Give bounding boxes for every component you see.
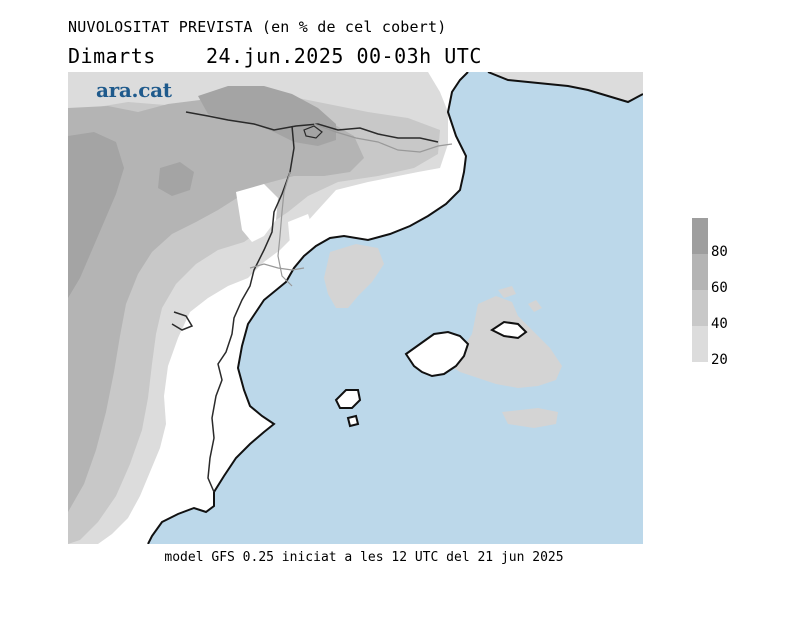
island-mallorca <box>404 330 470 378</box>
legend-label: 60 <box>711 280 728 296</box>
map-title: NUVOLOSITAT PREVISTA (en % de cel cobert… <box>68 18 447 36</box>
border-france-spain <box>185 111 439 143</box>
cloud-band-80 <box>68 86 336 298</box>
legend-label: 80 <box>711 244 728 260</box>
coastline <box>147 72 643 544</box>
island-formentera <box>346 414 360 428</box>
island-menorca <box>490 320 528 340</box>
cloud-cover-map: ara.cat <box>68 72 643 544</box>
region-line <box>277 171 293 287</box>
legend-label: 20 <box>711 352 728 368</box>
region-line <box>249 263 305 271</box>
region-line <box>313 123 453 153</box>
island-ibiza <box>334 389 362 409</box>
forecast-time: Dimarts 24.jun.2025 00-03h UTC <box>68 44 482 68</box>
model-info: model GFS 0.25 iniciat a les 12 UTC del … <box>164 550 564 565</box>
legend-swatch <box>692 326 708 362</box>
legend-swatch <box>692 254 708 290</box>
sea-cloud-patch <box>528 300 542 312</box>
legend-swatch <box>692 290 708 326</box>
cloud-cover-legend: 80 60 40 20 <box>692 218 752 368</box>
cloud-band-60 <box>68 94 364 512</box>
border-regional <box>207 125 295 493</box>
sea-cloud-patch <box>324 244 384 308</box>
cloud-cover-shading <box>68 72 643 544</box>
legend-label: 40 <box>711 316 728 332</box>
forecast-day: Dimarts <box>68 44 156 68</box>
forecast-interval: 00-03h UTC <box>356 44 482 68</box>
sea-cloud-patch <box>498 286 516 298</box>
border-andorra <box>303 125 323 139</box>
aracat-logo[interactable]: ara.cat <box>96 78 172 102</box>
cloud-clear-patch <box>236 184 314 248</box>
sea-cloud-patch <box>448 296 562 388</box>
legend-swatch <box>692 218 708 254</box>
map-canvas <box>68 72 643 544</box>
border-portugal-stub <box>171 311 194 331</box>
forecast-date: 24.jun.2025 <box>205 44 344 68</box>
sea-cloud-patch <box>502 408 558 428</box>
